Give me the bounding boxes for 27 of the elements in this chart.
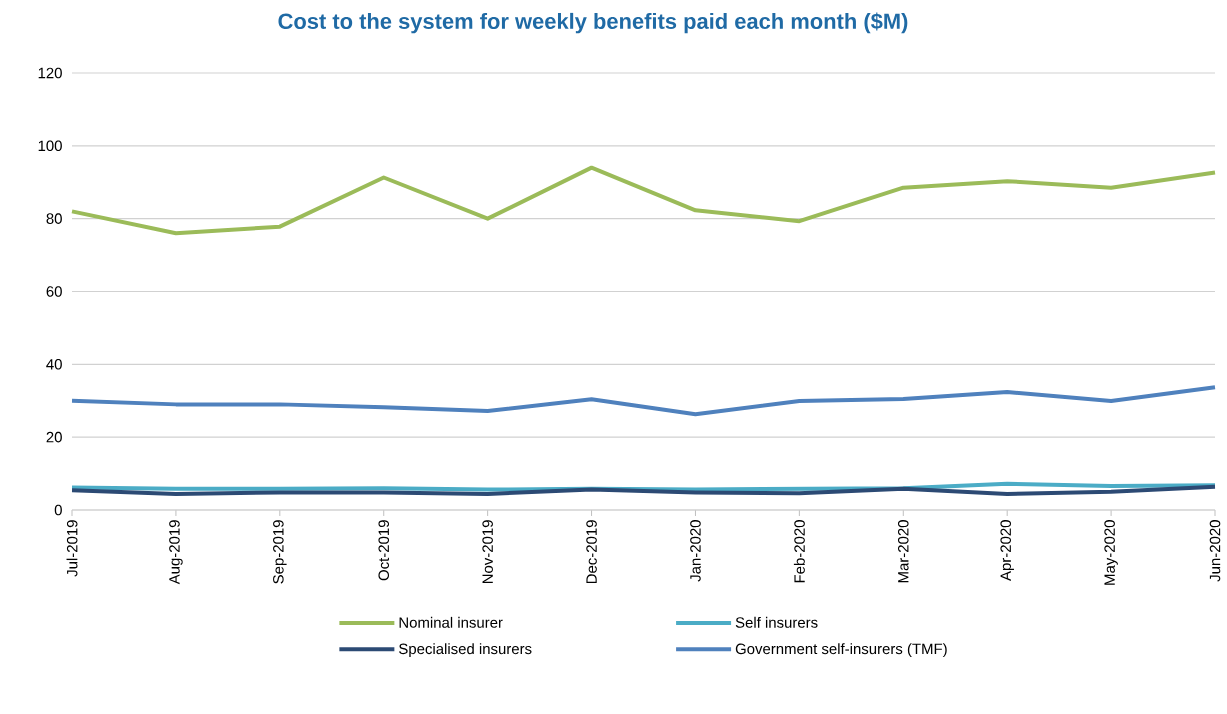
y-tick-label: 80 xyxy=(46,213,62,224)
legend-label: Nominal insurer xyxy=(399,616,503,628)
x-tick-label: Sep-2019 xyxy=(273,520,287,584)
x-tick-label: Jan-2020 xyxy=(690,520,701,582)
x-tick-label: Dec-2019 xyxy=(586,520,597,584)
y-tick-label: 120 xyxy=(38,67,62,79)
x-tick-label: Nov-2019 xyxy=(482,520,493,584)
x-tick-label: Apr-2020 xyxy=(1000,520,1014,581)
chart-title: Cost to the system for weekly benefits paid each month ($M) xyxy=(278,12,908,34)
y-tick-label: 20 xyxy=(46,431,62,443)
x-tick-label: Jul-2019 xyxy=(66,520,78,577)
legend-label: Specialised insurers xyxy=(399,643,532,658)
line-series xyxy=(70,385,1218,417)
x-tick-label: Aug-2019 xyxy=(169,520,183,585)
y-tick-label: 0 xyxy=(54,504,62,516)
legend-label: Self insurers xyxy=(735,616,818,628)
legend-label: Government self-insurers (TMF) xyxy=(735,643,947,658)
x-tick-label: May-2020 xyxy=(1104,520,1118,585)
x-tick-label: Jun-2020 xyxy=(1209,520,1221,582)
y-tick-label: 60 xyxy=(46,286,62,297)
x-tick-label: Oct-2019 xyxy=(378,520,390,581)
x-tick-label: Feb-2020 xyxy=(793,520,805,583)
line-series xyxy=(70,484,1218,496)
x-tick-label: Mar-2020 xyxy=(897,520,909,583)
line-series xyxy=(70,165,1218,236)
y-tick-label: 100 xyxy=(38,140,62,152)
y-tick-label: 40 xyxy=(46,359,62,370)
